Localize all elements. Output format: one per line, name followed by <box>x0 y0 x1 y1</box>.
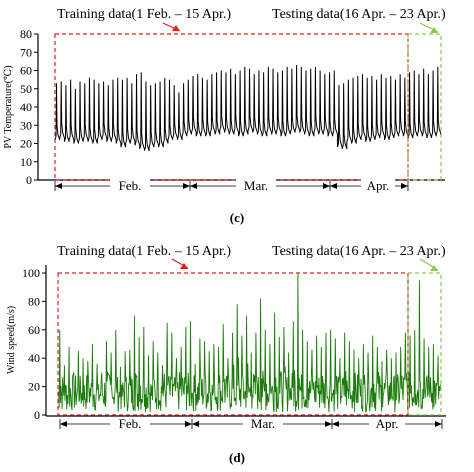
testing-annotation-d: Testing data(16 Apr. – 23 Apr.) <box>272 244 446 259</box>
y-tick-label: 100 <box>22 266 40 280</box>
panel-label-d: (d) <box>229 450 245 465</box>
y-axis-label-d: Wind speed(m/s) <box>6 306 17 374</box>
wind-speed-series <box>57 272 441 413</box>
y-tick-label: 70 <box>20 45 32 59</box>
month-label-feb-d: Feb. <box>119 416 142 431</box>
chart-panel-d: Training data(1 Feb. – 15 Apr.) Testing … <box>6 244 446 465</box>
month-label-mar-d: Mar. <box>251 416 275 431</box>
y-tick-label: 10 <box>20 155 32 169</box>
y-ticks-d: 0 20 40 60 80 100 <box>22 266 46 422</box>
training-arrowhead-c <box>172 25 180 31</box>
testing-region-box-d <box>407 272 442 416</box>
y-tick-label: 50 <box>20 82 32 96</box>
y-tick-label: 40 <box>28 351 40 365</box>
month-label-apr-c: Apr. <box>367 178 390 193</box>
testing-arrowhead-d <box>430 265 438 271</box>
training-annotation-c: Training data(1 Feb. – 15 Apr.) <box>57 7 231 22</box>
y-tick-label: 60 <box>20 64 32 78</box>
y-tick-label: 0 <box>26 173 32 187</box>
training-region-box-c <box>54 33 409 181</box>
y-tick-label: 20 <box>20 137 32 151</box>
chart-panel-c: Training data(1 Feb. – 15 Apr.) Testing … <box>3 7 446 225</box>
y-tick-label: 40 <box>20 100 32 114</box>
training-arrowhead-d <box>180 263 188 269</box>
y-axis-label-c: PV Temperature(℃) <box>3 65 14 148</box>
month-label-feb-c: Feb. <box>119 178 142 193</box>
panel-label-c: (c) <box>230 210 244 225</box>
y-tick-label: 20 <box>28 380 40 394</box>
y-tick-label: 60 <box>28 323 40 337</box>
testing-region-box-c <box>407 33 442 181</box>
y-tick-label: 30 <box>20 118 32 132</box>
month-brackets-c <box>54 181 409 191</box>
y-tick-label: 80 <box>28 294 40 308</box>
month-label-mar-c: Mar. <box>244 178 268 193</box>
month-label-apr-d: Apr. <box>376 416 399 431</box>
testing-annotation-c: Testing data(16 Apr. – 23 Apr.) <box>272 7 446 22</box>
y-tick-label: 0 <box>34 408 40 422</box>
y-tick-label: 80 <box>20 27 32 41</box>
pv-temperature-series <box>54 65 442 151</box>
y-ticks-c: 0 10 20 30 40 50 60 70 80 <box>20 27 38 187</box>
training-region-box-d <box>57 272 409 416</box>
testing-arrowhead-c <box>430 27 438 33</box>
training-annotation-d: Training data(1 Feb. – 15 Apr.) <box>57 244 231 259</box>
